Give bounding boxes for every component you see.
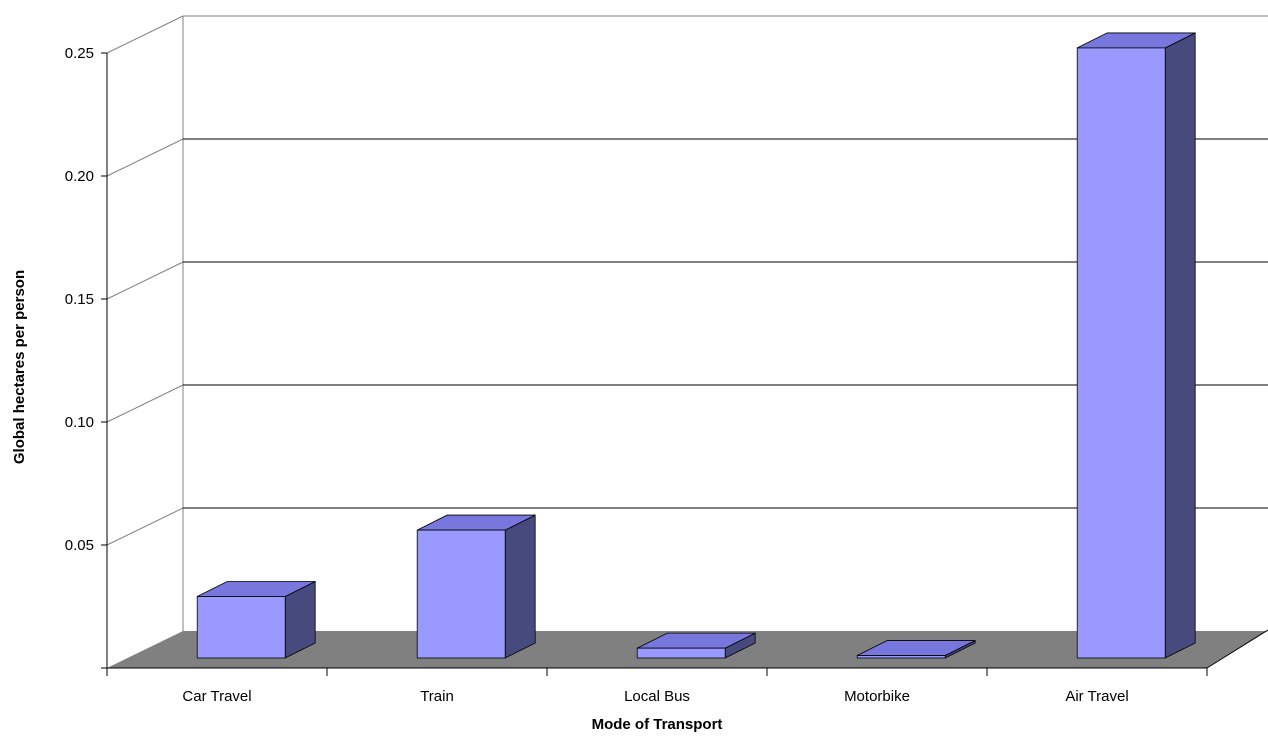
y-tick-label: 0.20 xyxy=(65,168,94,185)
x-tick-label: Car Travel xyxy=(182,688,251,705)
bar xyxy=(196,580,316,659)
bar xyxy=(1076,32,1196,659)
y-tick-label: 0.05 xyxy=(65,537,94,554)
bar-front xyxy=(1076,47,1166,659)
bars xyxy=(196,32,1196,659)
y-tick-label: 0.15 xyxy=(65,291,94,308)
floor-right-edge xyxy=(1206,629,1268,669)
bar xyxy=(856,639,976,659)
x-tick-label: Local Bus xyxy=(624,688,690,705)
axes xyxy=(101,52,1268,676)
x-tick-label: Motorbike xyxy=(844,688,910,705)
side-wall-gridline xyxy=(106,261,184,300)
x-tick-label: Air Travel xyxy=(1065,688,1128,705)
bar-side xyxy=(1164,32,1196,659)
side-wall-gridline xyxy=(106,384,184,423)
side-wall-gridline xyxy=(106,507,184,546)
y-tick-labels: 0.25 0.20 0.15 0.10 0.05 xyxy=(65,45,94,554)
x-axis-title: Mode of Transport xyxy=(592,716,723,733)
x-tick-label: Train xyxy=(420,688,454,705)
bar-front xyxy=(636,647,726,659)
y-axis-title: Global hectares per person xyxy=(11,270,28,464)
bar xyxy=(636,632,756,659)
y-tick-label: 0.10 xyxy=(65,414,94,431)
y-tick-label: 0.25 xyxy=(65,45,94,62)
side-wall-gridline xyxy=(106,15,184,54)
chart-walls xyxy=(182,15,1268,631)
bar-front xyxy=(416,529,506,659)
bar-front xyxy=(196,596,286,659)
bar-front xyxy=(856,655,946,659)
bar xyxy=(416,514,536,659)
x-tick-labels: Car Travel Train Local Bus Motorbike Air Tra… xyxy=(182,688,1128,705)
side-wall-gridline xyxy=(106,138,184,177)
bar-side xyxy=(504,514,536,659)
